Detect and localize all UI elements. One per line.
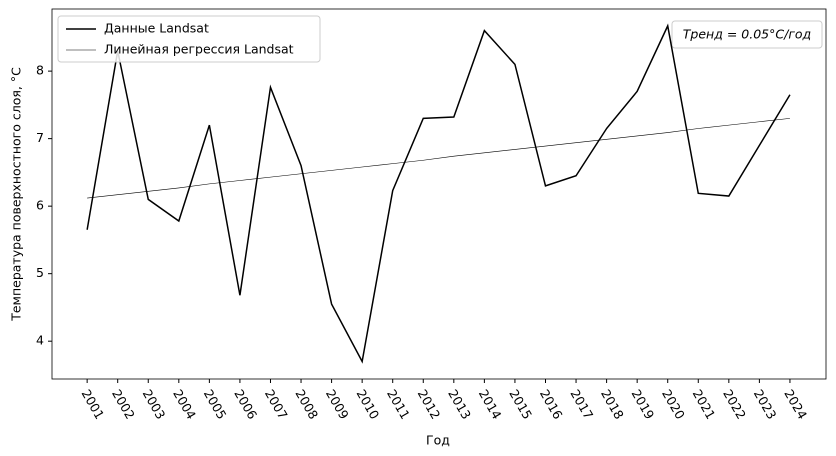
x-tick-label: 2022 [720, 387, 749, 422]
y-axis-label: Температура поверхностного слоя, °C [9, 67, 24, 322]
x-tick-label: 2020 [659, 387, 688, 422]
x-tick-label: 2001 [79, 387, 108, 422]
x-tick-label: 2019 [629, 387, 658, 422]
x-tick-label: 2002 [109, 387, 138, 422]
x-tick-label: 2004 [170, 387, 199, 422]
x-tick-label: 2011 [384, 387, 413, 422]
x-tick-label: 2016 [537, 387, 566, 422]
x-tick-label: 2024 [781, 387, 810, 422]
y-tick-label: 5 [36, 265, 44, 280]
series-line [87, 118, 790, 199]
x-tick-label: 2012 [415, 387, 444, 422]
x-axis-label: Год [426, 433, 450, 448]
series-line [86, 23, 791, 364]
x-tick-label: 2014 [476, 387, 505, 422]
y-tick-label: 6 [36, 198, 44, 213]
x-tick-label: 2023 [751, 387, 780, 422]
legend-label: Линейная регрессия Landsat [104, 42, 294, 57]
y-tick-label: 4 [36, 333, 44, 348]
x-tick-label: 2009 [323, 387, 352, 422]
y-tick-label: 8 [36, 63, 44, 78]
x-tick-label: 2008 [292, 387, 321, 422]
x-tick-label: 2010 [354, 387, 383, 422]
y-tick-label: 7 [36, 130, 44, 145]
x-tick-label: 2018 [598, 387, 627, 422]
legend-label: Данные Landsat [104, 21, 209, 36]
plot-frame [51, 8, 827, 380]
legend-box [57, 15, 321, 63]
x-tick-label: 2007 [262, 387, 291, 422]
x-tick-label: 2005 [201, 387, 230, 422]
x-tick-label: 2017 [567, 387, 596, 422]
x-tick-label: 2006 [231, 387, 260, 422]
x-tick-label: 2015 [506, 387, 535, 422]
x-tick-label: 2021 [690, 387, 719, 422]
annotation-box [671, 20, 823, 49]
annotation: Тренд = 0.05°C/год [683, 27, 811, 42]
x-tick-label: 2003 [140, 387, 169, 422]
x-tick-label: 2013 [445, 387, 474, 422]
